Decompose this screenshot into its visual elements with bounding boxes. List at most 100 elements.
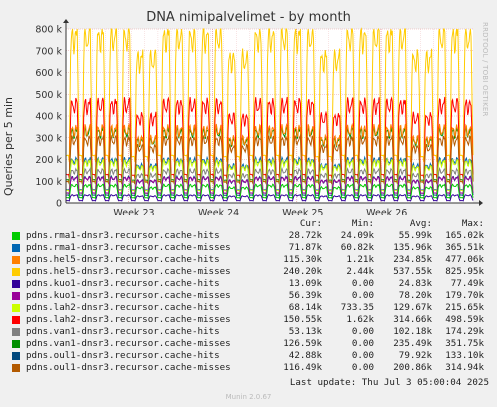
legend-min: 0.00 [351, 278, 374, 289]
legend-min: 1.62k [346, 314, 374, 325]
legend-avg: 234.85k [393, 254, 432, 265]
y-tick-label: 0 [56, 199, 62, 210]
series-line-3 [65, 27, 474, 163]
legend-cur: 150.55k [283, 314, 322, 325]
legend-header-max: Max: [461, 218, 484, 229]
legend-item: pdns.oul1-dnsr3.recursor.cache-hits 42.88… [12, 350, 492, 362]
legend-avg: 314.66k [393, 314, 432, 325]
legend-avg: 55.99k [398, 230, 432, 241]
legend-swatch [12, 232, 20, 240]
legend-cur: 71.87k [288, 242, 322, 253]
legend-item: pdns.kuo1-dnsr3.recursor.cache-hits 13.09… [12, 278, 492, 290]
legend-header: Cur: Min: Avg: Max: [12, 218, 492, 230]
y-tick-label: 300 k [35, 133, 62, 144]
rrdtool-watermark: RRDTOOL / TOBI OETIKER [481, 22, 489, 117]
legend-min: 24.09k [340, 230, 374, 241]
legend-series-name: pdns.lah2-dnsr3.recursor.cache-hits [26, 302, 220, 313]
legend-item: pdns.lah2-dnsr3.recursor.cache-hits 68.14… [12, 302, 492, 314]
legend-max: 825.95k [445, 266, 484, 277]
legend-item: pdns.hel5-dnsr3.recursor.cache-hits 115.3… [12, 254, 492, 266]
legend-max: 133.10k [445, 350, 484, 361]
legend-rows: pdns.rma1-dnsr3.recursor.cache-hits 28.72… [12, 230, 492, 374]
legend-series-name: pdns.van1-dnsr3.recursor.cache-hits [26, 326, 220, 337]
legend-header-cur: Cur: [299, 218, 322, 229]
legend: Cur: Min: Avg: Max: pdns.rma1-dnsr3.recu… [12, 218, 492, 374]
legend-item: pdns.kuo1-dnsr3.recursor.cache-misses 56.… [12, 290, 492, 302]
x-tick-label: Week 26 [366, 208, 407, 215]
legend-swatch [12, 256, 20, 264]
y-tick-label: 200 k [35, 155, 62, 166]
legend-max: 77.49k [450, 278, 484, 289]
legend-max: 215.65k [445, 302, 484, 313]
legend-series-name: pdns.hel5-dnsr3.recursor.cache-hits [26, 254, 220, 265]
legend-header-avg: Avg: [409, 218, 432, 229]
y-axis-arrow [63, 19, 69, 23]
legend-avg: 102.18k [393, 326, 432, 337]
legend-swatch [12, 340, 20, 348]
series-line-6 [66, 157, 474, 194]
legend-min: 0.00 [351, 326, 374, 337]
legend-swatch [12, 352, 20, 360]
legend-min: 0.00 [351, 362, 374, 373]
legend-cur: 13.09k [288, 278, 322, 289]
legend-series-name: pdns.rma1-dnsr3.recursor.cache-hits [26, 230, 220, 241]
legend-max: 314.94k [445, 362, 484, 373]
legend-max: 498.59k [445, 314, 484, 325]
legend-cur: 56.39k [288, 290, 322, 301]
legend-cur: 28.72k [288, 230, 322, 241]
x-tick-label: Week 25 [282, 208, 323, 215]
series-line-11 [65, 133, 474, 185]
legend-item: pdns.oul1-dnsr3.recursor.cache-misses 116… [12, 362, 492, 374]
legend-avg: 78.20k [398, 290, 432, 301]
legend-swatch [12, 268, 20, 276]
series-line-5 [66, 175, 474, 196]
series-line-0 [66, 182, 474, 200]
legend-min: 733.35 [340, 302, 374, 313]
legend-item: pdns.hel5-dnsr3.recursor.cache-misses 240… [12, 266, 492, 278]
legend-series-name: pdns.lah2-dnsr3.recursor.cache-misses [26, 314, 231, 325]
legend-swatch [12, 304, 20, 312]
legend-swatch [12, 292, 20, 300]
munin-version: Munin 2.0.67 [225, 393, 272, 401]
legend-swatch [12, 328, 20, 336]
legend-max: 165.02k [445, 230, 484, 241]
legend-series-name: pdns.van1-dnsr3.recursor.cache-misses [26, 338, 231, 349]
y-tick-label: 700 k [35, 46, 62, 57]
legend-min: 2.44k [346, 266, 374, 277]
legend-min: 1.21k [346, 254, 374, 265]
legend-series-name: pdns.kuo1-dnsr3.recursor.cache-hits [26, 278, 220, 289]
legend-avg: 200.86k [393, 362, 432, 373]
y-tick-label: 400 k [35, 112, 62, 123]
x-axis-arrow [479, 200, 483, 206]
legend-swatch [12, 364, 20, 372]
last-update: Last update: Thu Jul 3 05:00:04 2025 [289, 377, 489, 388]
legend-item: pdns.lah2-dnsr3.recursor.cache-misses 150… [12, 314, 492, 326]
legend-series-name: pdns.oul1-dnsr3.recursor.cache-misses [26, 362, 231, 373]
plot-area: 0 100 k 200 k 300 k 400 k 500 k 600 k 700 k 800 … [35, 19, 483, 215]
x-tick-label: Week 23 [113, 208, 154, 215]
x-tick-label: Week 24 [198, 208, 239, 215]
legend-item: pdns.van1-dnsr3.recursor.cache-misses 126… [12, 338, 492, 350]
series-line-7 [66, 96, 474, 179]
legend-avg: 24.83k [398, 278, 432, 289]
legend-avg: 235.49k [393, 338, 432, 349]
y-tick-label: 800 k [35, 25, 62, 36]
legend-cur: 126.59k [283, 338, 322, 349]
legend-max: 351.75k [445, 338, 484, 349]
legend-item: pdns.rma1-dnsr3.recursor.cache-hits 28.72… [12, 230, 492, 242]
legend-avg: 129.67k [393, 302, 432, 313]
chart-title: DNA nimipalvelimet - by month [146, 10, 351, 25]
legend-item: pdns.van1-dnsr3.recursor.cache-hits 53.13… [12, 326, 492, 338]
legend-cur: 53.13k [288, 326, 322, 337]
legend-min: 0.00 [351, 338, 374, 349]
legend-series-name: pdns.kuo1-dnsr3.recursor.cache-misses [26, 290, 231, 301]
legend-header-min: Min: [351, 218, 374, 229]
legend-swatch [12, 244, 20, 252]
legend-swatch [12, 316, 20, 324]
legend-avg: 79.92k [398, 350, 432, 361]
legend-series-name: pdns.oul1-dnsr3.recursor.cache-hits [26, 350, 220, 361]
series-line-1 [66, 155, 474, 194]
legend-swatch [12, 280, 20, 288]
legend-max: 179.70k [445, 290, 484, 301]
